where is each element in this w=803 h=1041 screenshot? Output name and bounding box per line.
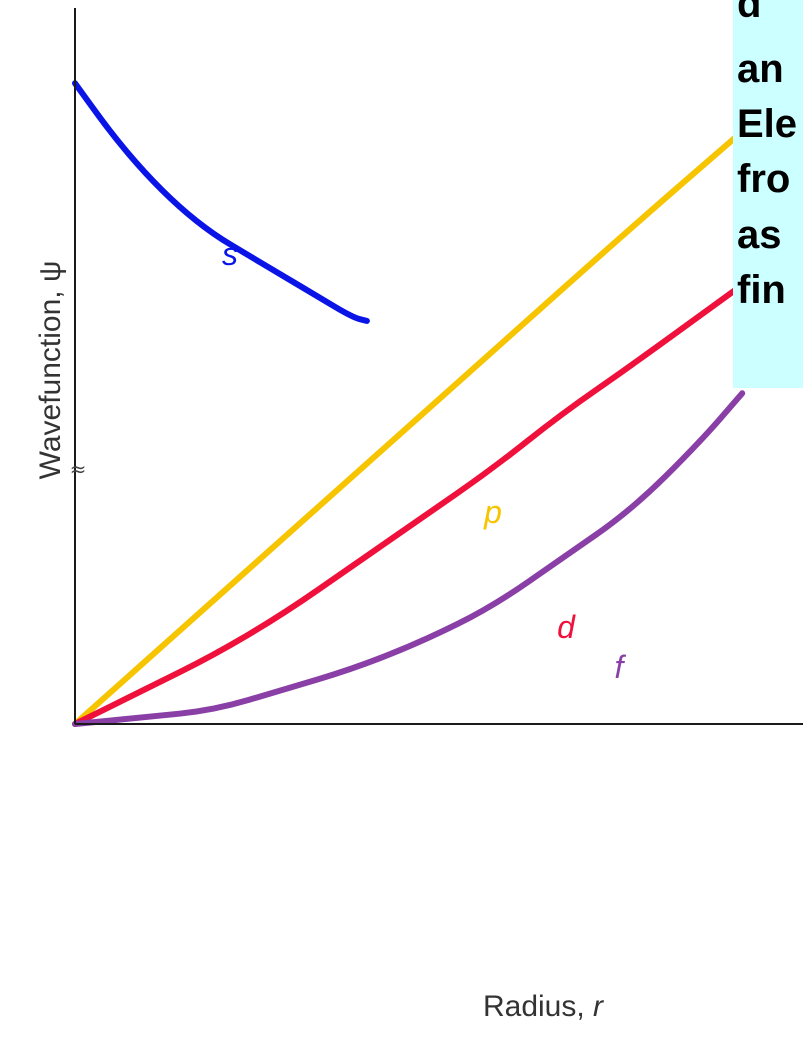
overlay-line-5: as [737,213,782,257]
overlay-line-4: fro [737,157,791,201]
series-label-f: f [615,649,627,685]
x-axis-title: Radius, r [483,990,604,1023]
curves-group [72,80,746,727]
overlay-line-3: Ele [737,102,798,146]
series-line-f [72,390,746,727]
y-axis-title: Wavefunction, ψ [34,261,67,480]
series-label-d: d [557,609,576,645]
overlay-text-box: d an Ele fro as fin [733,0,803,388]
y-axis-break-mark: ≈ [70,457,87,481]
series-line-d [72,286,739,727]
overlay-line-2: an [737,47,784,91]
x-axis-title-prefix: Radius, [483,990,585,1023]
overlay-line-1: d [737,0,762,26]
series-label-s: s [222,236,238,272]
series-line-p [72,128,746,727]
x-axis-title-symbol: r [593,990,604,1023]
series-line-s [72,80,370,324]
series-label-p: p [483,494,502,530]
curve-labels-group: s p d f [222,236,627,685]
overlay-line-6: fin [737,268,786,312]
